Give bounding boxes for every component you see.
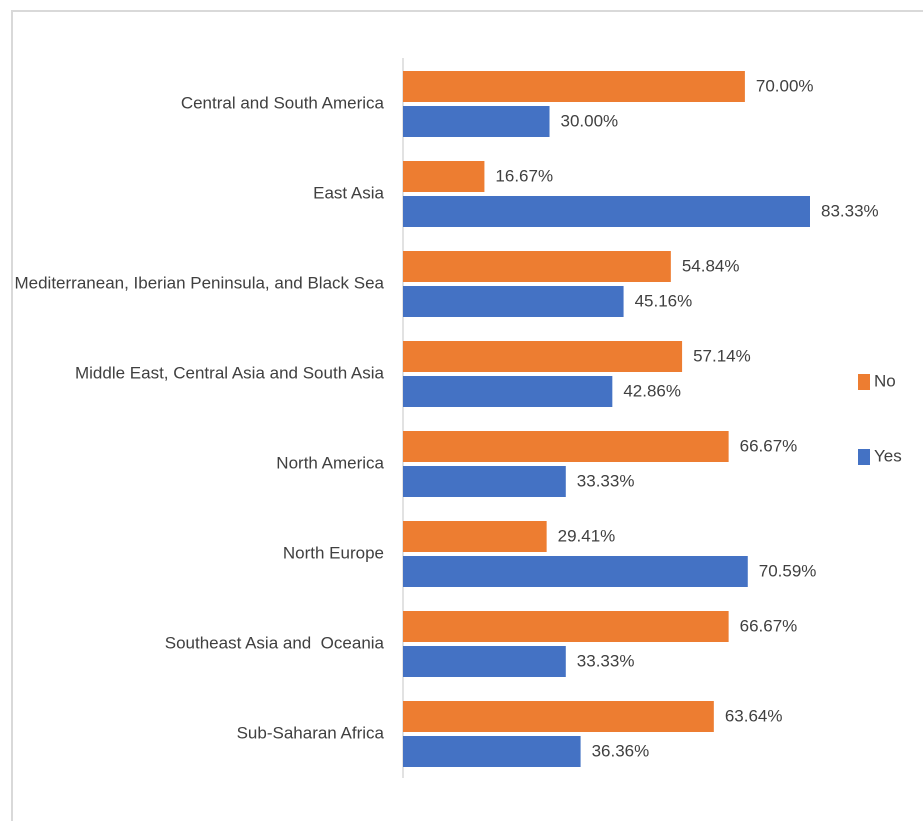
data-label: 66.67% <box>740 616 798 635</box>
y-tick-label: Sub-Saharan Africa <box>237 723 385 742</box>
bar <box>403 341 683 372</box>
y-tick-label: Middle East, Central Asia and South Asia <box>75 363 385 382</box>
bar <box>403 251 671 282</box>
legend-label: No <box>874 371 896 390</box>
data-label: 83.33% <box>821 201 879 220</box>
bar <box>403 466 566 497</box>
y-tick-label: Mediterranean, Iberian Peninsula, and Bl… <box>14 273 384 292</box>
y-tick-label: North America <box>276 453 384 472</box>
y-tick-label: Southeast Asia and Oceania <box>165 633 385 652</box>
bar <box>403 611 729 642</box>
frame <box>11 10 923 821</box>
data-label: 57.14% <box>693 346 751 365</box>
bar <box>403 376 613 407</box>
bar <box>403 286 624 317</box>
data-label: 70.59% <box>759 561 817 580</box>
bar <box>403 556 748 587</box>
bar <box>403 196 810 227</box>
bar <box>403 521 547 552</box>
legend-label: Yes <box>874 446 902 465</box>
data-label: 16.67% <box>495 166 553 185</box>
data-label: 45.16% <box>635 291 693 310</box>
bar <box>403 646 566 677</box>
bar <box>403 736 581 767</box>
data-label: 63.64% <box>725 706 783 725</box>
y-tick-label: North Europe <box>283 543 384 562</box>
bar <box>403 701 714 732</box>
bar <box>403 161 485 192</box>
data-label: 66.67% <box>740 436 798 455</box>
bar <box>403 71 745 102</box>
legend-swatch <box>858 374 870 390</box>
data-label: 33.33% <box>577 471 635 490</box>
data-label: 30.00% <box>561 111 619 130</box>
data-label: 42.86% <box>623 381 681 400</box>
y-tick-label: Central and South America <box>181 93 385 112</box>
bar <box>403 106 550 137</box>
legend-swatch <box>858 449 870 465</box>
data-label: 54.84% <box>682 256 740 275</box>
data-label: 70.00% <box>756 76 814 95</box>
bar <box>403 431 729 462</box>
data-label: 29.41% <box>558 526 616 545</box>
data-label: 36.36% <box>592 741 650 760</box>
y-tick-label: East Asia <box>313 183 384 202</box>
data-label: 33.33% <box>577 651 635 670</box>
